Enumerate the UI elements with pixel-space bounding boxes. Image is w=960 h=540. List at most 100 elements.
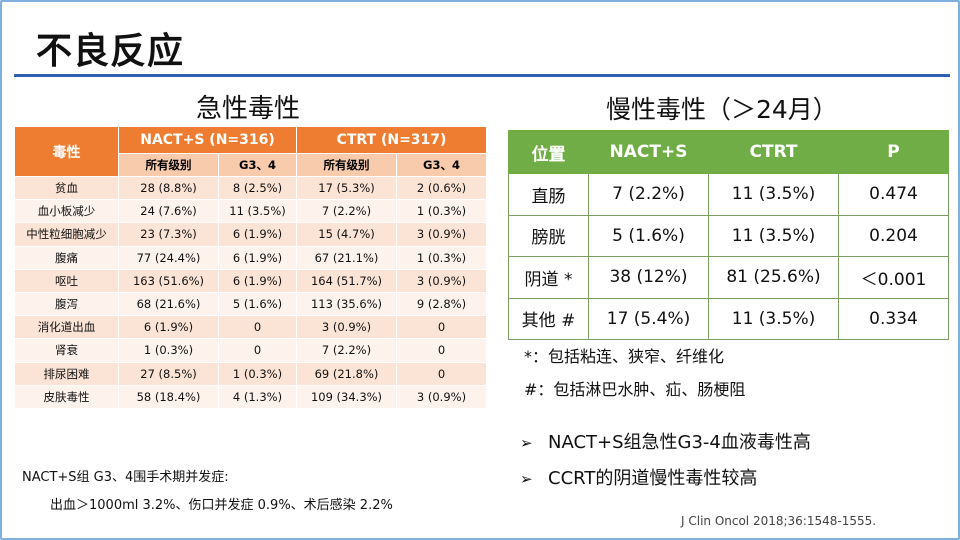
value-cell: 0.334 [838,297,949,340]
note-hash: #：包括淋巴水肿、疝、肠梗阻 [524,380,746,399]
value-cell: 0 [218,315,297,340]
page-title: 不良反应 [36,31,185,72]
location-cell: 其他 # [508,297,589,340]
value-cell: 17 (5.3%) [296,175,397,201]
table-row: 消化道出血 6 (1.9%) 0 3 (0.9%) 0 [14,315,487,340]
value-cell: 3 (0.9%) [396,222,487,247]
header-location: 位置 [508,130,589,174]
value-cell: ＜0.001 [838,256,949,299]
table-row: 呕吐 163 (51.6%) 6 (1.9%) 164 (51.7%) 3 (0.9%) [14,268,487,293]
value-cell: 15 (4.7%) [296,222,397,247]
toxicity-name-cell: 中性粒细胞减少 [14,222,119,247]
value-cell: 113 (35.6%) [296,291,397,317]
value-cell: 0 [218,338,297,363]
title-divider [14,74,950,77]
table-row: 阴道 * 38 (12%) 81 (25.6%) ＜0.001 [508,256,949,299]
value-cell: 6 (1.9%) [218,268,297,293]
location-cell: 阴道 * [508,256,589,299]
table-row: 皮肤毒性 58 (18.4%) 4 (1.3%) 109 (34.3%) 3 (0.9%… [14,384,487,409]
value-cell: 28 (8.8%) [118,175,219,201]
value-cell: 69 (21.8%) [296,361,397,386]
subheader-cell: 所有级别 [296,153,397,177]
value-cell: 38 (12%) [588,256,709,299]
table-row: 其他 #17 (5.4%) 11 (3.5%) 0.334 [508,297,949,340]
value-cell: 27 (8.5%) [118,361,219,386]
value-cell: 1 (0.3%) [396,245,487,270]
value-cell: 5 (1.6%) [218,291,297,317]
value-cell: 109 (34.3%) [296,384,397,409]
value-cell: 11 (3.5%) [708,297,839,340]
header-p: P [838,130,949,174]
value-cell: 6 (1.9%) [218,222,297,247]
toxicity-name-cell: 血小板减少 [14,199,119,224]
value-cell: 3 (0.9%) [296,315,397,340]
complication-note-detail: 出血＞1000ml 3.2%、伤口并发症 0.9%、术后感染 2.2% [50,498,393,513]
location-cell: 膀胱 [508,214,589,257]
table-row: 血小板减少 24 (7.6%) 11 (3.5%) 7 (2.2%) 1 (0.3%) [14,199,487,224]
value-cell: 8 (2.5%) [218,175,297,201]
header-ctrt: CTRT [708,130,839,174]
bullet-text: NACT+S组急性G3-4血液毒性高 [548,432,811,453]
subheader-cell: G3、4 [218,153,297,177]
header-group-nact: NACT+S (N=316) [118,126,297,154]
value-cell: 58 (18.4%) [118,384,219,409]
subheader-cell: G3、4 [396,153,487,177]
value-cell: 67 (21.1%) [296,245,397,270]
arrow-bullet-icon: ➢ [520,434,533,452]
header-group-ctrt: CTRT (N=317) [296,126,487,154]
value-cell: 7 (2.2%) [588,173,709,216]
acute-toxicity-heading: 急性毒性 [196,94,301,124]
value-cell: 9 (2.8%) [396,291,487,317]
value-cell: 81 (25.6%) [708,256,839,299]
value-cell: 6 (1.9%) [218,245,297,270]
value-cell: 0 [396,361,487,386]
value-cell: 0 [396,338,487,363]
value-cell: 0 [396,315,487,340]
table-row: 中性粒细胞减少 23 (7.3%) 6 (1.9%) 15 (4.7%) 3 (0.9%… [14,222,487,247]
value-cell: 1 (0.3%) [218,361,297,386]
value-cell: 17 (5.4%) [588,297,709,340]
subheader-cell: 所有级别 [118,153,219,177]
citation: J Clin Oncol 2018;36:1548-1555. [681,514,877,528]
toxicity-name-cell: 消化道出血 [14,315,119,340]
table-row: 肾衰 1 (0.3%) 0 7 (2.2%) 0 [14,338,487,363]
table-row: 腹痛 77 (24.4%) 6 (1.9%) 67 (21.1%) 1 (0.3%) [14,245,487,270]
value-cell: 2 (0.6%) [396,175,487,201]
value-cell: 23 (7.3%) [118,222,219,247]
value-cell: 3 (0.9%) [396,384,487,409]
toxicity-name-cell: 肾衰 [14,338,119,363]
value-cell: 24 (7.6%) [118,199,219,224]
value-cell: 1 (0.3%) [396,199,487,224]
value-cell: 163 (51.6%) [118,268,219,293]
header-toxicity: 毒性 [14,126,119,177]
value-cell: 4 (1.3%) [218,384,297,409]
toxicity-name-cell: 呕吐 [14,268,119,293]
toxicity-name-cell: 贫血 [14,175,119,201]
bullet-item: ➢ NACT+S组急性G3-4血液毒性高 [520,428,811,454]
table-row: 腹泻 68 (21.6%) 5 (1.6%) 113 (35.6%) 9 (2.8%) [14,291,487,317]
toxicity-name-cell: 皮肤毒性 [14,384,119,409]
complication-note-title: NACT+S组 G3、4围手术期并发症: [22,470,229,485]
table-row: 膀胱 5 (1.6%) 11 (3.5%) 0.204 [508,214,949,257]
bullet-text: CCRT的阴道慢性毒性较高 [548,468,758,489]
value-cell: 0.474 [838,173,949,216]
chronic-toxicity-heading: 慢性毒性（＞24月） [606,95,838,124]
table-row: 排尿困难 27 (8.5%) 1 (0.3%) 69 (21.8%) 0 [14,361,487,386]
value-cell: 5 (1.6%) [588,214,709,257]
value-cell: 7 (2.2%) [296,199,397,224]
value-cell: 7 (2.2%) [296,338,397,363]
arrow-bullet-icon: ➢ [520,470,533,488]
toxicity-name-cell: 排尿困难 [14,361,119,386]
value-cell: 164 (51.7%) [296,268,397,293]
toxicity-name-cell: 腹痛 [14,245,119,270]
bullet-item: ➢ CCRT的阴道慢性毒性较高 [520,464,757,490]
value-cell: 3 (0.9%) [396,268,487,293]
note-star: *：包括粘连、狭窄、纤维化 [524,347,725,366]
value-cell: 1 (0.3%) [118,338,219,363]
value-cell: 77 (24.4%) [118,245,219,270]
value-cell: 6 (1.9%) [118,315,219,340]
value-cell: 11 (3.5%) [218,199,297,224]
location-cell: 直肠 [508,173,589,216]
